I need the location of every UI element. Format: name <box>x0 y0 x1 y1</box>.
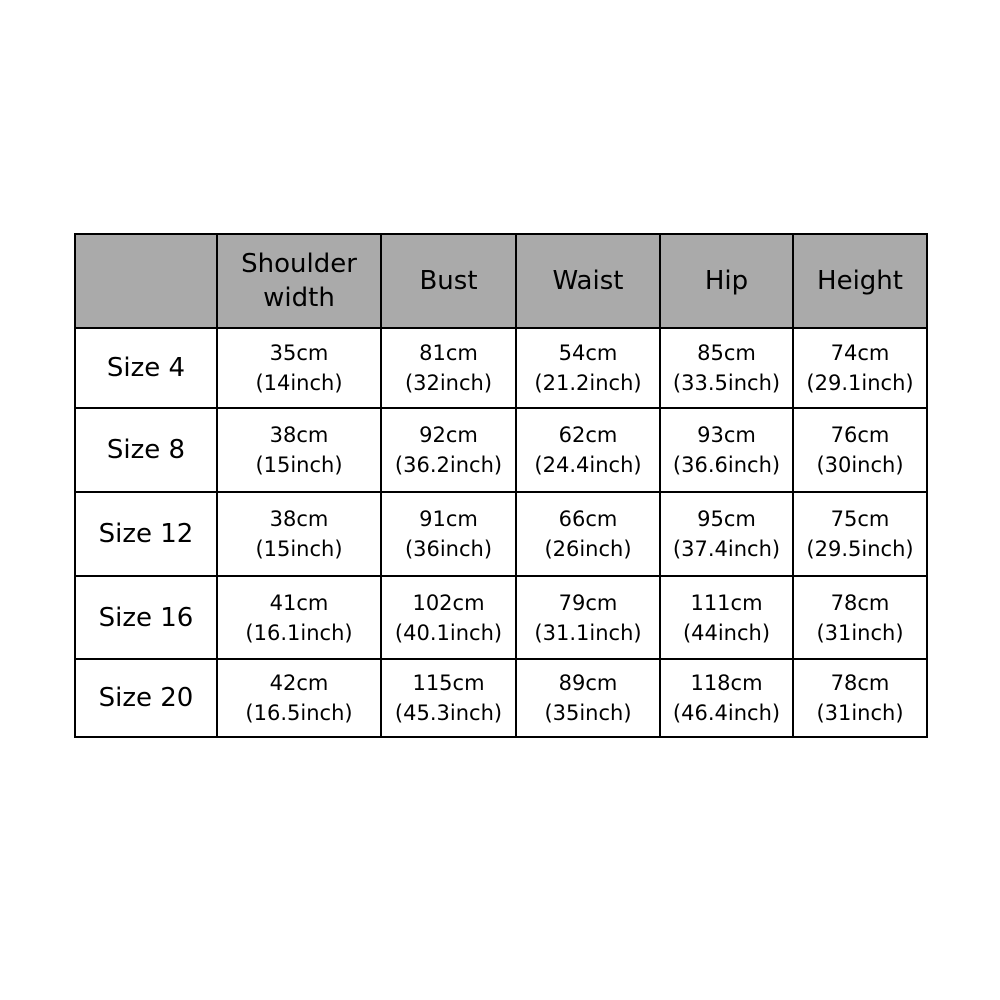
size-label: Size 4 <box>74 327 218 409</box>
value-cm: 79cm <box>558 590 618 615</box>
value-inch: (29.1inch) <box>806 371 914 395</box>
size-label: Size 20 <box>74 658 218 738</box>
table-row: Size 16 41cm (16.1inch) 102cm (40.1inch) 79cm… <box>74 575 928 660</box>
value-inch: (36.6inch) <box>672 453 781 477</box>
table-row: Size 12 38cm (15inch) 91cm (36inch) 66cm (26in… <box>74 491 928 577</box>
measurement-cell: 111cm (44inch) <box>659 575 794 660</box>
measurement-cell: 93cm (36.6inch) <box>659 407 794 493</box>
value-inch: (33.5inch) <box>672 371 781 395</box>
measurement-cell: 78cm (31inch) <box>792 658 928 738</box>
value-inch: (44inch) <box>682 620 771 645</box>
measurement-cell: 91cm (36inch) <box>380 491 517 577</box>
value-cm: 115cm <box>412 671 485 695</box>
value-cm: 78cm <box>830 671 890 695</box>
table-row: Size 8 38cm (15inch) 92cm (36.2inch) 62cm (24.… <box>74 407 928 493</box>
size-label: Size 12 <box>74 491 218 577</box>
value-inch: (26inch) <box>544 537 632 561</box>
header-bust: Bust <box>380 233 517 329</box>
measurement-cell: 38cm (15inch) <box>216 491 382 577</box>
header-shoulder-width: Shoulder width <box>216 233 382 329</box>
value-cm: 91cm <box>419 507 478 531</box>
value-cm: 85cm <box>697 341 756 365</box>
measurement-cell: 76cm (30inch) <box>792 407 928 493</box>
measurement-cell: 115cm (45.3inch) <box>380 658 517 738</box>
value-inch: (45.3inch) <box>394 701 503 725</box>
value-cm: 35cm <box>269 341 329 365</box>
value-cm: 42cm <box>269 671 329 695</box>
table-row: Size 20 42cm (16.5inch) 115cm (45.3inch) 89cm… <box>74 658 928 738</box>
measurement-cell: 75cm (29.5inch) <box>792 491 928 577</box>
measurement-cell: 74cm (29.1inch) <box>792 327 928 409</box>
value-cm: 111cm <box>690 590 763 615</box>
value-inch: (16.5inch) <box>245 701 353 725</box>
value-inch: (31inch) <box>816 701 904 725</box>
size-label: Size 16 <box>74 575 218 660</box>
value-cm: 76cm <box>830 423 890 447</box>
header-empty <box>74 233 218 329</box>
value-inch: (21.2inch) <box>534 371 642 395</box>
value-cm: 66cm <box>558 507 618 531</box>
value-cm: 92cm <box>419 423 478 447</box>
value-inch: (24.4inch) <box>534 453 642 477</box>
value-cm: 89cm <box>558 671 618 695</box>
measurement-cell: 41cm (16.1inch) <box>216 575 382 660</box>
value-cm: 74cm <box>830 341 890 365</box>
size-chart-table: Shoulder width Bust Waist Hip Height Siz… <box>74 233 928 738</box>
measurement-cell: 42cm (16.5inch) <box>216 658 382 738</box>
header-row: Shoulder width Bust Waist Hip Height <box>74 233 928 329</box>
value-inch: (30inch) <box>816 453 904 477</box>
header-height: Height <box>792 233 928 329</box>
measurement-cell: 102cm (40.1inch) <box>380 575 517 660</box>
value-cm: 93cm <box>697 423 756 447</box>
value-inch: (40.1inch) <box>394 620 503 645</box>
measurement-cell: 95cm (37.4inch) <box>659 491 794 577</box>
value-inch: (31inch) <box>816 620 904 645</box>
measurement-cell: 92cm (36.2inch) <box>380 407 517 493</box>
value-inch: (15inch) <box>255 453 343 477</box>
value-cm: 41cm <box>269 590 329 615</box>
measurement-cell: 35cm (14inch) <box>216 327 382 409</box>
value-inch: (35inch) <box>544 701 632 725</box>
size-label: Size 8 <box>74 407 218 493</box>
table-row: Size 4 35cm (14inch) 81cm (32inch) 54cm (21.2i… <box>74 327 928 409</box>
value-cm: 81cm <box>419 341 478 365</box>
value-inch: (36.2inch) <box>394 453 503 477</box>
measurement-cell: 38cm (15inch) <box>216 407 382 493</box>
measurement-cell: 118cm (46.4inch) <box>659 658 794 738</box>
measurement-cell: 89cm (35inch) <box>515 658 661 738</box>
value-inch: (31.1inch) <box>534 620 642 645</box>
measurement-cell: 78cm (31inch) <box>792 575 928 660</box>
value-inch: (29.5inch) <box>806 537 914 561</box>
measurement-cell: 66cm (26inch) <box>515 491 661 577</box>
value-cm: 38cm <box>269 507 329 531</box>
value-inch: (16.1inch) <box>245 620 353 645</box>
header-hip: Hip <box>659 233 794 329</box>
value-cm: 95cm <box>697 507 756 531</box>
value-inch: (37.4inch) <box>672 537 781 561</box>
value-inch: (15inch) <box>255 537 343 561</box>
value-inch: (14inch) <box>255 371 343 395</box>
value-inch: (36inch) <box>404 537 493 561</box>
measurement-cell: 81cm (32inch) <box>380 327 517 409</box>
value-cm: 78cm <box>830 590 890 615</box>
value-inch: (32inch) <box>404 371 493 395</box>
header-waist: Waist <box>515 233 661 329</box>
value-cm: 75cm <box>830 507 890 531</box>
measurement-cell: 79cm (31.1inch) <box>515 575 661 660</box>
value-inch: (46.4inch) <box>672 701 781 725</box>
value-cm: 102cm <box>412 590 485 615</box>
measurement-cell: 85cm (33.5inch) <box>659 327 794 409</box>
value-cm: 118cm <box>690 671 763 695</box>
measurement-cell: 62cm (24.4inch) <box>515 407 661 493</box>
value-cm: 54cm <box>558 341 618 365</box>
value-cm: 38cm <box>269 423 329 447</box>
measurement-cell: 54cm (21.2inch) <box>515 327 661 409</box>
value-cm: 62cm <box>558 423 618 447</box>
